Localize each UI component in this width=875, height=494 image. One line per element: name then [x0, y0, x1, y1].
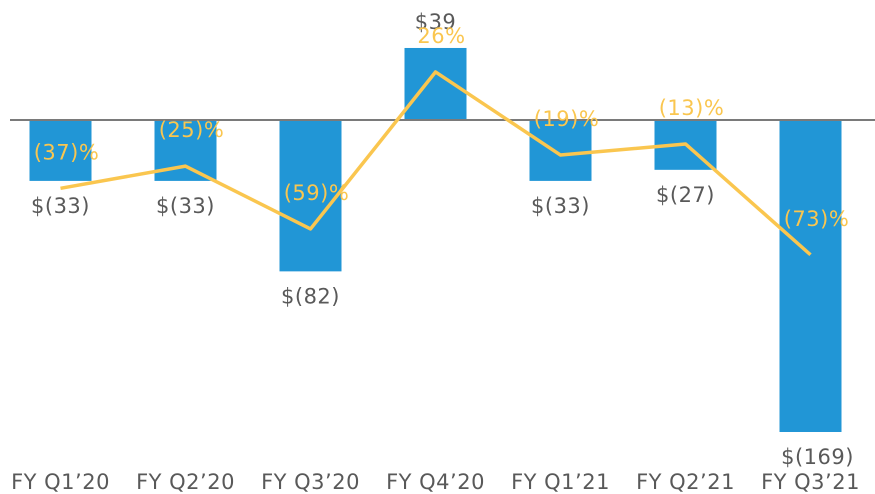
- line-value-label: (19)%: [534, 107, 600, 131]
- bar: [279, 119, 342, 272]
- line-value-label: 26%: [417, 24, 465, 48]
- line-value-label: (73)%: [784, 207, 850, 231]
- bar-value-label: $(33): [31, 194, 90, 218]
- line-value-label: (25)%: [159, 118, 225, 142]
- bar: [529, 119, 592, 181]
- bar: [29, 119, 92, 181]
- line: [60, 70, 812, 257]
- bar-value-label: $(82): [281, 284, 340, 308]
- bar-value-label: $(27): [656, 183, 715, 207]
- x-tick-label: FY Q2’21: [636, 470, 735, 494]
- x-tick-label: FY Q4’20: [386, 470, 485, 494]
- x-tick-label: FY Q2’20: [136, 470, 235, 494]
- x-tick-label: FY Q1’20: [11, 470, 110, 494]
- bar: [404, 47, 467, 120]
- x-tick-label: FY Q3’20: [261, 470, 360, 494]
- line-value-label: (13)%: [659, 96, 725, 120]
- bar-value-label: $(33): [531, 194, 590, 218]
- bar-value-label: $(33): [156, 194, 215, 218]
- bar: [779, 119, 842, 432]
- x-tick-label: FY Q3’21: [761, 470, 860, 494]
- x-tick-label: FY Q1’21: [511, 470, 610, 494]
- line-value-label: (59)%: [284, 181, 350, 205]
- bar-value-label: $39: [415, 10, 457, 34]
- bar-value-label: $(169): [781, 445, 854, 469]
- line-value-label: (37)%: [34, 140, 100, 164]
